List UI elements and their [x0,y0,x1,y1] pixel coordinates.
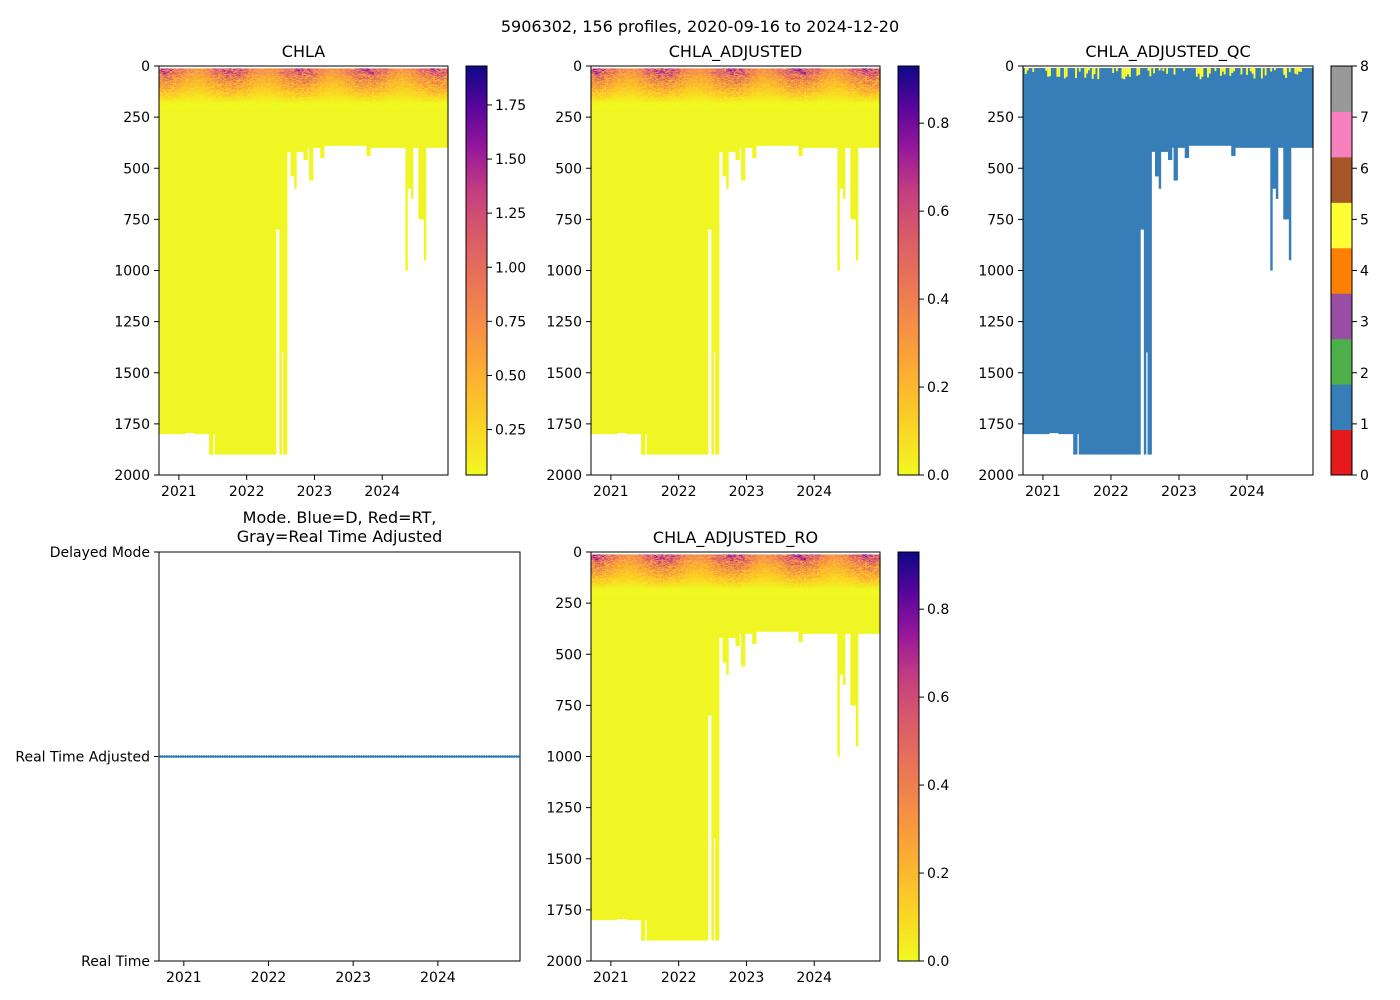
figure: 5906302, 156 profiles, 2020-09-16 to 202… [0,0,1400,1000]
chla-title: CHLA [282,42,325,61]
figure-suptitle: 5906302, 156 profiles, 2020-09-16 to 202… [501,17,899,36]
